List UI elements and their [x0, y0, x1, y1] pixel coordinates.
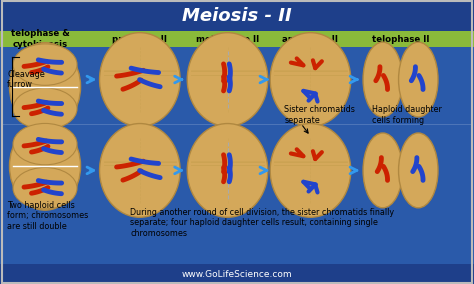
Bar: [0, 0, 474, 31]
Ellipse shape: [270, 33, 351, 126]
Text: Haploid daughter
cells forming: Haploid daughter cells forming: [372, 105, 442, 125]
Text: www.GoLifeScience.com: www.GoLifeScience.com: [182, 270, 292, 279]
Ellipse shape: [13, 44, 77, 85]
Ellipse shape: [100, 33, 180, 126]
Ellipse shape: [13, 168, 77, 209]
Ellipse shape: [9, 122, 81, 210]
Ellipse shape: [187, 33, 268, 126]
Text: prophase II: prophase II: [112, 35, 167, 43]
Text: metaphase II: metaphase II: [196, 35, 259, 43]
Ellipse shape: [9, 43, 81, 131]
Text: Meiosis - II: Meiosis - II: [182, 7, 292, 25]
Ellipse shape: [363, 133, 402, 208]
Ellipse shape: [399, 133, 438, 208]
Ellipse shape: [13, 88, 77, 129]
Text: Two haploid cells
form; chromosomes
are still double: Two haploid cells form; chromosomes are …: [7, 201, 88, 231]
Ellipse shape: [100, 124, 180, 217]
Ellipse shape: [187, 124, 268, 217]
Ellipse shape: [13, 124, 77, 165]
Text: anaphase II: anaphase II: [283, 35, 338, 43]
Text: telophase II: telophase II: [372, 35, 429, 43]
Ellipse shape: [399, 42, 438, 117]
Text: During another round of cell division, the sister chromatids finally
separate; f: During another round of cell division, t…: [130, 208, 394, 238]
Text: telophase &
cytokinesis: telophase & cytokinesis: [11, 29, 70, 49]
Bar: [0, 47, 474, 264]
Text: Cleavage
furrow: Cleavage furrow: [7, 70, 45, 89]
Bar: [0, 264, 474, 284]
Ellipse shape: [363, 42, 402, 117]
Bar: [0, 31, 474, 47]
Text: Sister chromatids
separate: Sister chromatids separate: [284, 105, 356, 125]
Ellipse shape: [270, 124, 351, 217]
